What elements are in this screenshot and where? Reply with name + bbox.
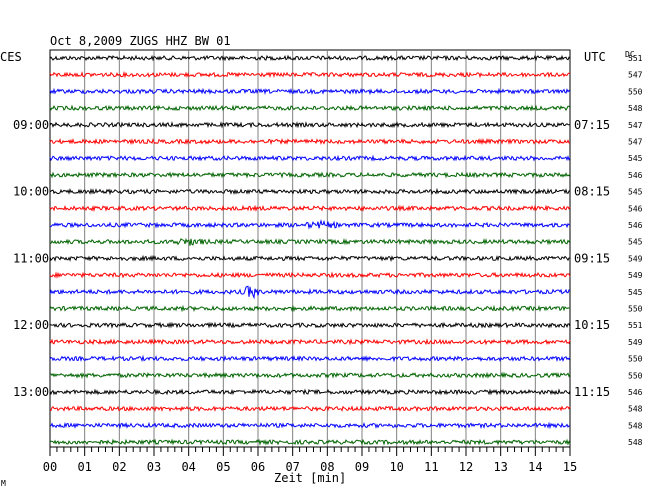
left-timezone-label: CES <box>0 50 22 64</box>
dc-offset-label: 545 <box>628 238 643 247</box>
x-tick-label: 00 <box>43 460 57 474</box>
x-tick-label: 12 <box>459 460 473 474</box>
dc-column-header: DC <box>625 50 635 59</box>
x-tick-label: 06 <box>251 460 265 474</box>
dc-offset-label: 550 <box>628 355 643 364</box>
left-hour-label: 09:00 <box>13 118 49 132</box>
dc-offset-label: 546 <box>628 388 643 397</box>
dc-offset-label: 551 <box>628 54 643 63</box>
right-hour-label: 07:15 <box>574 118 610 132</box>
trace-row <box>49 137 571 146</box>
x-tick-label: 07 <box>285 460 299 474</box>
chart-title: Oct 8,2009 ZUGS HHZ BW 01 <box>50 34 231 48</box>
trace-row <box>49 171 571 179</box>
trace-row <box>49 421 571 430</box>
dc-offset-label: 547 <box>628 71 643 80</box>
dc-offset-label: 545 <box>628 154 643 163</box>
trace-row <box>49 154 571 162</box>
dc-offset-label: 546 <box>628 204 643 213</box>
dc-offset-label: 551 <box>628 321 643 330</box>
dc-offset-label: 545 <box>628 288 643 297</box>
dc-offset-label: 548 <box>628 405 643 414</box>
trace-row <box>49 237 571 246</box>
trace-row <box>49 304 571 313</box>
x-tick-label: 10 <box>389 460 403 474</box>
x-tick-label: 13 <box>493 460 507 474</box>
dc-offset-label: 548 <box>628 438 643 447</box>
trace-row <box>49 338 571 346</box>
trace-row <box>49 54 571 62</box>
left-hour-label: 10:00 <box>13 185 49 199</box>
x-tick-label: 15 <box>563 460 577 474</box>
dc-offset-label: 549 <box>628 338 643 347</box>
trace-row <box>49 104 571 112</box>
left-hour-label: 13:00 <box>13 385 49 399</box>
trace-row <box>49 219 571 230</box>
left-hour-label: 12:00 <box>13 318 49 332</box>
dc-offset-label: 548 <box>628 104 643 113</box>
trace-row <box>49 438 571 446</box>
left-hour-label: 11:00 <box>13 251 49 265</box>
right-hour-label: 10:15 <box>574 318 610 332</box>
minute-grid <box>49 49 571 448</box>
dc-offset-label: 546 <box>628 171 643 180</box>
x-tick-label: 09 <box>355 460 369 474</box>
dc-offset-label: 550 <box>628 371 643 380</box>
x-tick-label: 03 <box>147 460 161 474</box>
right-hour-label: 08:15 <box>574 185 610 199</box>
dc-offset-label: 546 <box>628 221 643 230</box>
x-axis-label: Zeit [min] <box>274 471 346 485</box>
trace-row <box>49 271 571 279</box>
dc-offset-label: 548 <box>628 421 643 430</box>
x-axis: 00 01 02 03 04 05 06 07 08 09 10 11 12 13 14 15 <box>43 446 577 474</box>
trace-row <box>49 321 571 329</box>
dc-offset-label: 549 <box>628 254 643 263</box>
x-tick-label: 08 <box>320 460 334 474</box>
dc-offset-label: 547 <box>628 138 643 147</box>
dc-offset-label: 550 <box>628 305 643 314</box>
x-tick-label: 02 <box>112 460 126 474</box>
right-hour-label: 09:15 <box>574 251 610 265</box>
trace-row <box>49 388 571 396</box>
right-timezone-label: UTC <box>584 50 606 64</box>
trace-row <box>49 354 571 363</box>
dc-offset-label: 547 <box>628 121 643 130</box>
x-tick-label: 11 <box>424 460 438 474</box>
dc-offset-label: 550 <box>628 87 643 96</box>
dc-offset-label: 545 <box>628 188 643 197</box>
trace-row <box>49 254 571 263</box>
trace-row <box>49 87 571 96</box>
trace-row <box>49 404 571 413</box>
trace-row <box>49 371 571 380</box>
x-tick-label: 05 <box>216 460 230 474</box>
trace-row <box>49 285 571 300</box>
trace-row <box>49 204 571 213</box>
x-tick-label: 01 <box>77 460 91 474</box>
x-tick-label: 04 <box>181 460 195 474</box>
trace-group <box>49 54 571 446</box>
right-hour-label: 11:15 <box>574 385 610 399</box>
dc-offset-label: 549 <box>628 271 643 280</box>
x-tick-label: 14 <box>528 460 542 474</box>
row-labels: 551 547 550 548 547 547 545 546 545 546 546 545 549 5… <box>13 54 643 447</box>
plot-frame <box>49 49 571 448</box>
trace-row <box>49 121 571 129</box>
trace-row <box>49 70 571 79</box>
corner-mark: M <box>1 479 6 488</box>
trace-row <box>49 187 571 196</box>
